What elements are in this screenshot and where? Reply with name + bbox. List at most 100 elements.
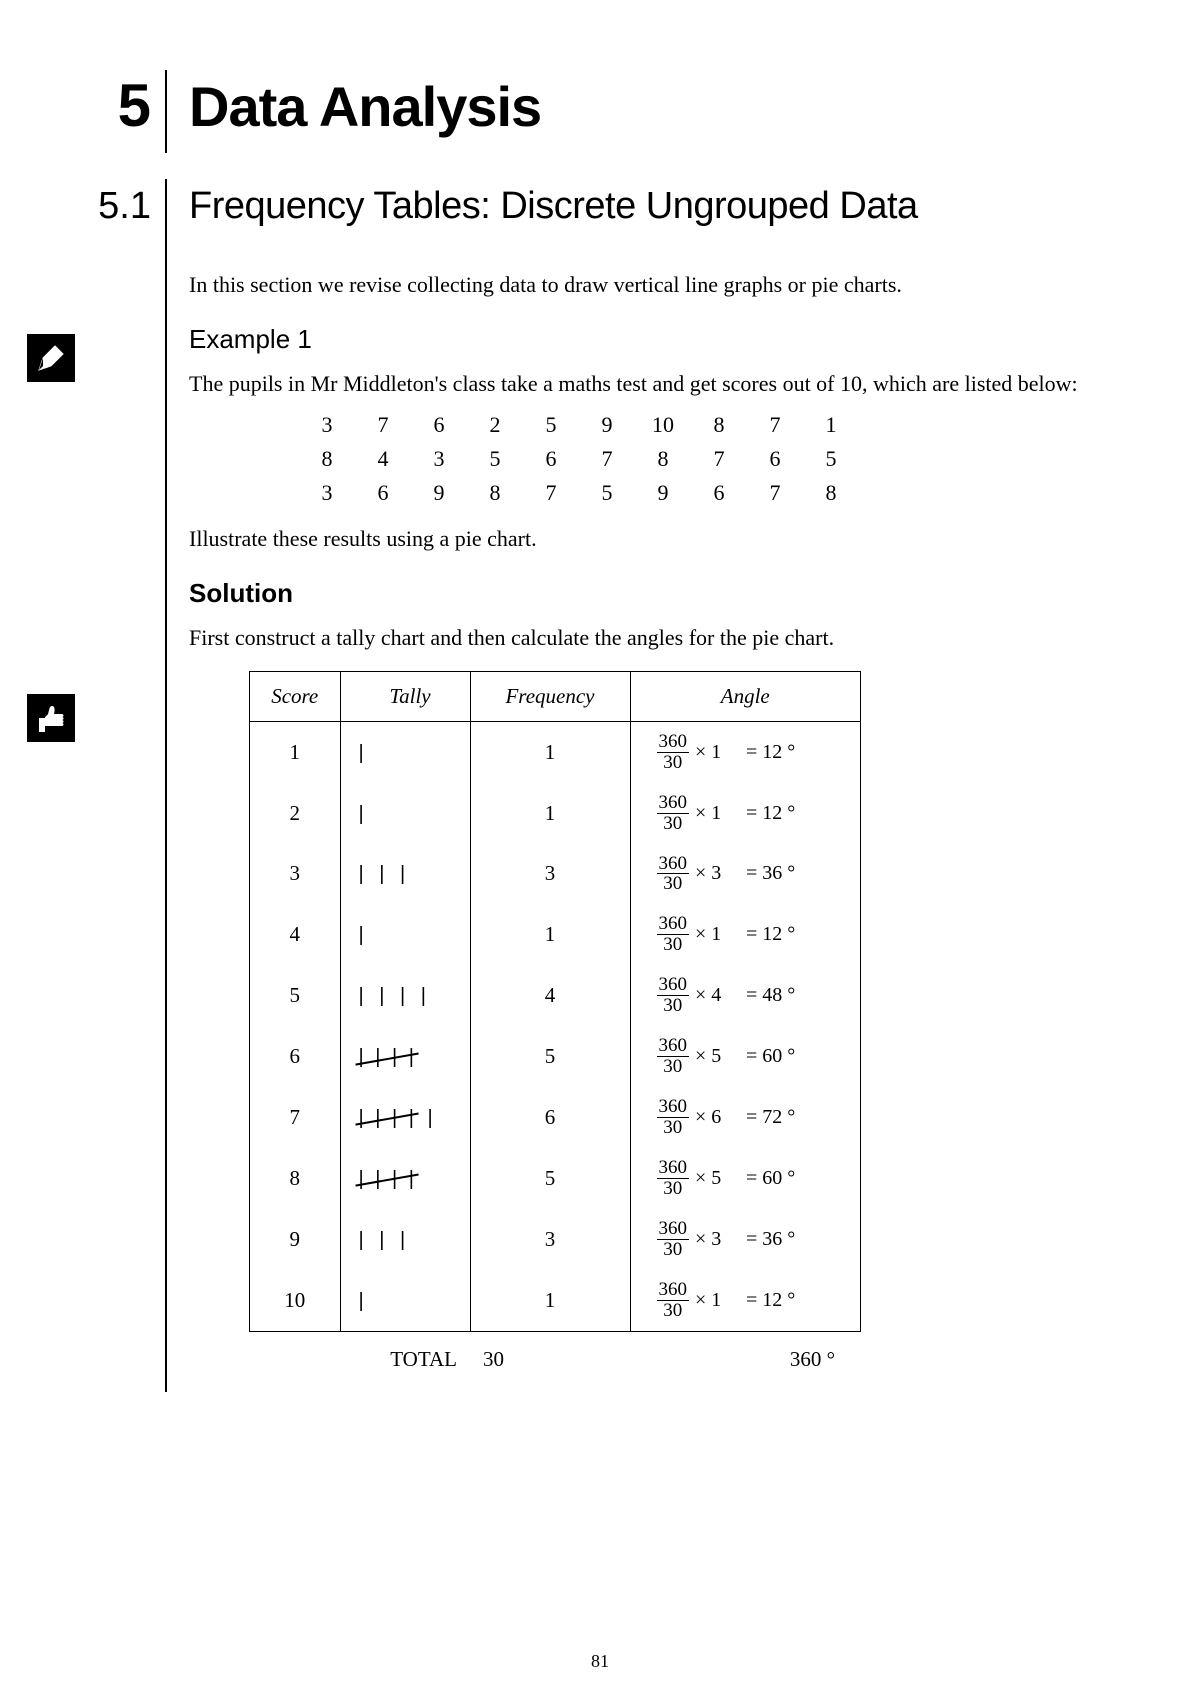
score-cell: 1 xyxy=(803,412,859,438)
score-cell: 10 xyxy=(250,1270,340,1331)
score-grid: 3762591087184356787653698759678 xyxy=(299,412,1130,506)
score-cell: 10 xyxy=(635,412,691,438)
score-cell: 7 xyxy=(747,480,803,506)
example-text: The pupils in Mr Middleton's class take … xyxy=(189,369,1130,399)
frequency-cell: 1 xyxy=(470,1270,630,1331)
table-row: 2 | 136030× 1= 12 ° xyxy=(250,783,860,844)
tally-cell: | | | | | xyxy=(340,1087,470,1148)
frequency-cell: 3 xyxy=(470,844,630,905)
score-cell: 8 xyxy=(635,446,691,472)
score-cell: 5 xyxy=(467,446,523,472)
score-cell: 6 xyxy=(250,1026,340,1087)
angle-cell: 36030× 1= 12 ° xyxy=(630,783,860,844)
score-cell: 9 xyxy=(635,480,691,506)
tally-cell: | | | xyxy=(340,844,470,905)
tally-table: ScoreTallyFrequencyAngle 1|136030× 1= 12… xyxy=(250,672,860,1331)
thumbs-up-icon xyxy=(27,694,75,742)
frequency-cell: 3 xyxy=(470,1209,630,1270)
score-cell: 9 xyxy=(579,412,635,438)
angle-cell: 36030× 1= 12 ° xyxy=(630,904,860,965)
frequency-cell: 5 xyxy=(470,1148,630,1209)
pencil-icon xyxy=(27,334,75,382)
score-cell: 7 xyxy=(523,480,579,506)
tally-cell: | xyxy=(340,721,470,782)
frequency-cell: 6 xyxy=(470,1087,630,1148)
score-cell: 9 xyxy=(411,480,467,506)
tally-marks: | xyxy=(359,740,369,764)
angle-cell: 36030× 3= 36 ° xyxy=(630,844,860,905)
tally-cell: | xyxy=(340,783,470,844)
score-cell: 6 xyxy=(355,480,411,506)
frequency-cell: 5 xyxy=(470,1026,630,1087)
solution-text: First construct a tally chart and then c… xyxy=(189,623,1130,653)
score-cell: 6 xyxy=(747,446,803,472)
tally-marks: | | | xyxy=(359,861,411,885)
total-angle: 360 ° xyxy=(629,1347,859,1372)
tally-marks: | xyxy=(359,922,369,946)
score-cell: 4 xyxy=(250,904,340,965)
score-cell: 7 xyxy=(250,1087,340,1148)
total-frequency: 30 xyxy=(469,1347,629,1372)
tally-cell: | | | | xyxy=(340,1148,470,1209)
score-cell: 8 xyxy=(803,480,859,506)
frequency-cell: 4 xyxy=(470,965,630,1026)
angle-cell: 36030× 1= 12 ° xyxy=(630,1270,860,1331)
score-cell: 6 xyxy=(411,412,467,438)
score-cell: 7 xyxy=(355,412,411,438)
score-cell: 5 xyxy=(523,412,579,438)
chapter-heading-row: 5 Data Analysis xyxy=(70,70,1130,153)
tally-cell: | | | | xyxy=(340,1026,470,1087)
score-cell: 4 xyxy=(355,446,411,472)
tally-cell: | xyxy=(340,904,470,965)
score-cell: 3 xyxy=(250,844,340,905)
frequency-cell: 1 xyxy=(470,783,630,844)
tally-marks: | | | | | xyxy=(359,1105,438,1129)
table-row: 7 | | | | | 636030× 6= 72 ° xyxy=(250,1087,860,1148)
angle-cell: 36030× 6= 72 ° xyxy=(630,1087,860,1148)
table-row: 6 | | | | 536030× 5= 60 ° xyxy=(250,1026,860,1087)
score-cell: 7 xyxy=(691,446,747,472)
angle-cell: 36030× 4= 48 ° xyxy=(630,965,860,1026)
score-row: 3698759678 xyxy=(299,480,1130,506)
score-cell: 5 xyxy=(250,965,340,1026)
section-title: Frequency Tables: Discrete Ungrouped Dat… xyxy=(189,185,918,227)
intro-text: In this section we revise collecting dat… xyxy=(189,270,1130,300)
tally-marks: | | | | xyxy=(359,1044,417,1068)
tally-marks: | xyxy=(359,801,369,825)
score-cell: 5 xyxy=(803,446,859,472)
tally-marks: | | | | xyxy=(359,1166,417,1190)
section-heading-row: 5.1 Frequency Tables: Discrete Ungrouped… xyxy=(70,179,1130,242)
chapter-title: Data Analysis xyxy=(189,75,541,138)
score-cell: 6 xyxy=(691,480,747,506)
angle-cell: 36030× 1= 12 ° xyxy=(630,721,860,782)
table-header: Angle xyxy=(630,672,860,722)
table-header: Score xyxy=(250,672,340,722)
angle-cell: 36030× 5= 60 ° xyxy=(630,1148,860,1209)
table-row: 9| | |336030× 3= 36 ° xyxy=(250,1209,860,1270)
totals-row: TOTAL 30 360 ° xyxy=(249,1337,1130,1372)
score-cell: 5 xyxy=(579,480,635,506)
tally-marks: | | | xyxy=(359,1227,411,1251)
solution-heading: Solution xyxy=(189,578,1130,609)
score-cell: 6 xyxy=(523,446,579,472)
chapter-number: 5 xyxy=(118,72,151,139)
frequency-cell: 1 xyxy=(470,721,630,782)
table-row: 4|136030× 1= 12 ° xyxy=(250,904,860,965)
score-row: 8435678765 xyxy=(299,446,1130,472)
score-row: 37625910871 xyxy=(299,412,1130,438)
page-number: 81 xyxy=(0,1651,1200,1672)
table-row: 10 | 136030× 1= 12 ° xyxy=(250,1270,860,1331)
table-row: 3| | |336030× 3= 36 ° xyxy=(250,844,860,905)
score-cell: 2 xyxy=(250,783,340,844)
score-cell: 9 xyxy=(250,1209,340,1270)
score-cell: 3 xyxy=(299,480,355,506)
tally-marks: | xyxy=(359,1288,369,1312)
table-row: 5| | | |436030× 4= 48 ° xyxy=(250,965,860,1026)
score-cell: 8 xyxy=(250,1148,340,1209)
tally-cell: | | | | xyxy=(340,965,470,1026)
score-cell: 8 xyxy=(691,412,747,438)
tally-cell: | xyxy=(340,1270,470,1331)
body-column: In this section we revise collecting dat… xyxy=(165,242,1130,1392)
table-row: 1|136030× 1= 12 ° xyxy=(250,721,860,782)
angle-cell: 36030× 5= 60 ° xyxy=(630,1026,860,1087)
